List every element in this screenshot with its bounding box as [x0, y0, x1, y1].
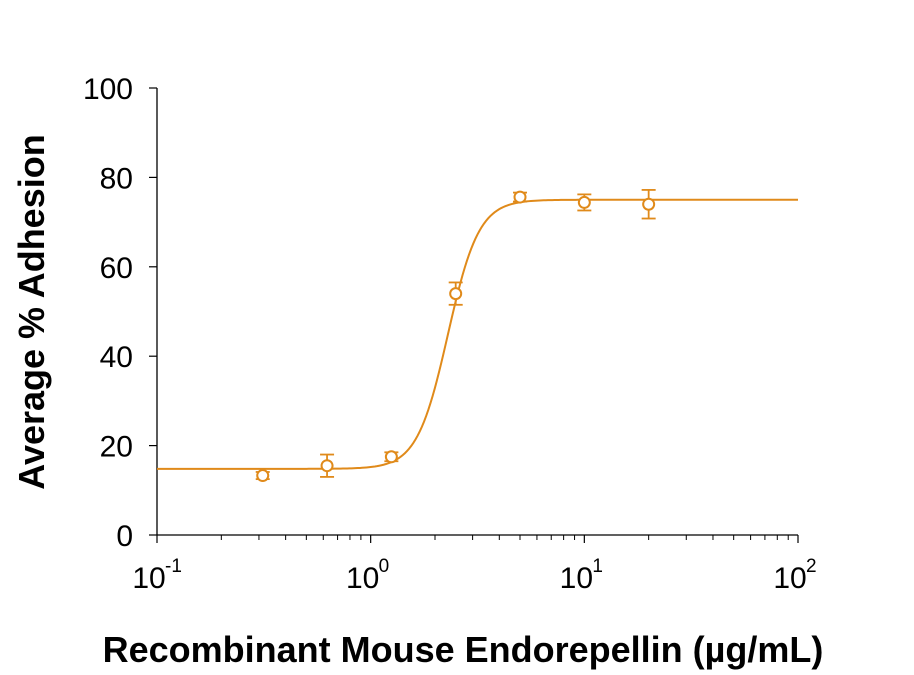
- x-axis-title: Recombinant Mouse Endorepellin (µg/mL): [103, 629, 824, 670]
- x-tick-label: 10: [132, 562, 165, 595]
- x-tick-label: 10: [560, 562, 593, 595]
- y-tick-label: 80: [100, 162, 133, 195]
- y-tick-label: 20: [100, 431, 133, 464]
- x-ticks: 10 -1 10 0 10 1 10 2: [132, 535, 817, 595]
- fit-curve: [157, 198, 798, 470]
- data-point: [577, 195, 591, 209]
- data-point: [449, 287, 463, 301]
- x-tick-label: 10: [346, 562, 379, 595]
- data-point: [642, 197, 656, 211]
- x-tick-exponent: -1: [165, 556, 182, 577]
- data-point: [384, 450, 398, 464]
- x-tick-exponent: 1: [592, 556, 603, 577]
- y-tick-label: 60: [100, 252, 133, 285]
- y-tick-label: 40: [100, 341, 133, 374]
- y-ticks: 0 20 40 60 80 100: [83, 73, 157, 553]
- data-points-layer: [255, 189, 656, 483]
- data-point: [513, 190, 527, 204]
- y-tick-label: 100: [83, 73, 133, 106]
- y-axis-title: Average % Adhesion: [11, 134, 52, 489]
- x-tick-exponent: 0: [379, 556, 390, 577]
- x-tick-exponent: 2: [806, 556, 817, 577]
- x-tick-label: 10: [773, 562, 806, 595]
- data-point: [256, 469, 270, 483]
- data-point: [320, 459, 334, 473]
- fit-curve-layer: [157, 198, 798, 470]
- axes: [156, 88, 798, 536]
- y-tick-label: 0: [116, 520, 133, 553]
